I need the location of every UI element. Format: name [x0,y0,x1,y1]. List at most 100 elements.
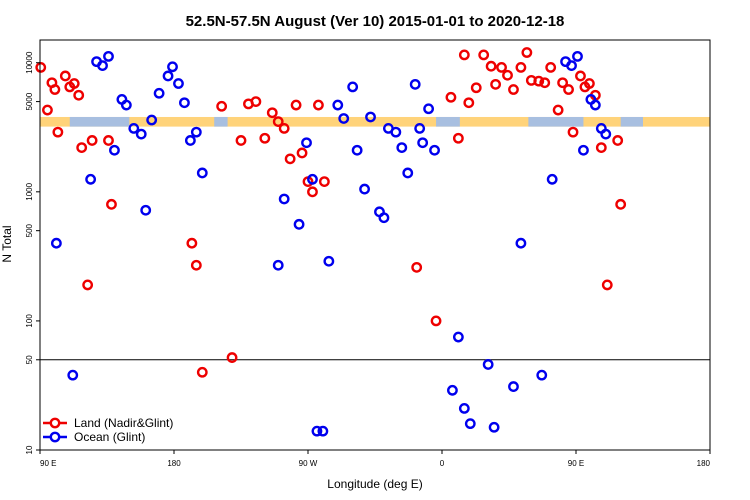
land-point [103,135,114,146]
ocean-point [359,183,370,195]
ocean-point [162,70,174,82]
land-point [86,135,98,146]
ocean-point [452,331,464,343]
y-tick-label: 100 [25,314,34,328]
ocean-point [566,60,577,72]
land-point [59,70,71,82]
land-point [445,91,457,103]
land-point [52,126,64,138]
ocean-point [578,144,589,156]
y-tick-label: 1000 [25,182,34,200]
ocean-point [184,135,196,146]
ocean-point [464,418,476,430]
ocean-point [153,87,165,99]
land-point [552,104,564,116]
legend: Land (Nadir&Glint)Ocean (Glint) [43,416,173,444]
ocean-point [109,144,120,156]
land-point [307,186,318,198]
y-tick-label: 10 [25,445,34,454]
legend-label-2: Ocean (Glint) [74,430,145,444]
x-tick-label: 90 E [568,459,584,468]
ocean-point [508,381,519,392]
ocean-point [515,237,527,249]
y-axis-label: N Total [0,225,14,262]
land-point [430,315,442,327]
ocean-point [378,212,390,224]
legend-marker-1 [49,417,61,429]
ocean-point [458,403,470,414]
land-point [35,62,47,73]
land-point [272,116,284,127]
land-point [452,132,464,144]
land-point [296,147,308,159]
ocean-point [402,167,414,179]
ocean-strip-1 [69,116,130,127]
land-point [278,122,290,134]
ocean-point [447,384,458,396]
ocean-point [365,111,376,123]
land-point [458,49,470,61]
ocean-point [167,61,178,73]
land-ocean-band: Land/ocean mask strip at 52.5N-57.5N [40,34,710,127]
x-tick-label: 0 [440,459,445,468]
land-point [557,77,568,89]
land-point [259,132,271,144]
ocean-point [67,369,79,381]
ocean-point [536,369,548,381]
ocean-point [423,103,434,115]
land-point [411,261,423,273]
land-point [73,89,85,101]
land-point [601,279,613,291]
land-point [106,198,117,210]
land-point [186,237,198,249]
ocean-point [190,126,202,138]
ocean-point [311,425,323,437]
ocean-point [347,81,359,93]
land-point [266,107,278,119]
ocean-point [272,259,284,271]
legend-label-1: Land (Nadir&Glint) [74,416,173,430]
ocean-point [317,425,329,437]
ocean-point [482,359,494,370]
ocean-point [50,237,62,249]
land-point [42,104,53,116]
land-point [563,84,574,95]
ocean-point [135,128,147,140]
land-point [216,100,228,112]
y-tick-label: 500 [25,223,34,237]
ocean-point [572,50,583,62]
y-tick-label: 10000 [25,51,34,74]
plot-frame [39,39,711,451]
ocean-point [589,99,601,111]
land-point [533,75,545,87]
land-point [284,153,296,165]
ocean-point [146,114,158,126]
y-axis-ticks: 10 50 100 500 1000 5000 10000 [25,51,40,454]
ocean-point [196,167,208,179]
ocean-point [85,173,97,185]
land-point [545,62,557,73]
land-point [615,198,627,210]
land-point [313,99,324,111]
land-point [595,142,607,154]
data-points [35,47,627,437]
land-point [508,84,519,95]
ocean-point [301,137,312,149]
x-axis-label: Longitude (deg E) [327,477,422,491]
ocean-point [307,173,318,185]
land-point [49,84,61,95]
land-point [463,97,475,109]
land-point [470,82,482,94]
land-point [190,259,202,271]
ocean-point [429,144,440,156]
ocean-point [120,99,132,111]
ocean-point [173,78,184,89]
land-point [82,279,94,291]
x-tick-label: 180 [697,459,711,468]
land-point [521,47,533,58]
land-point [478,49,490,61]
land-point [235,135,247,146]
chart-title: 52.5N-57.5N August (Ver 10) 2015-01-01 t… [186,13,565,30]
